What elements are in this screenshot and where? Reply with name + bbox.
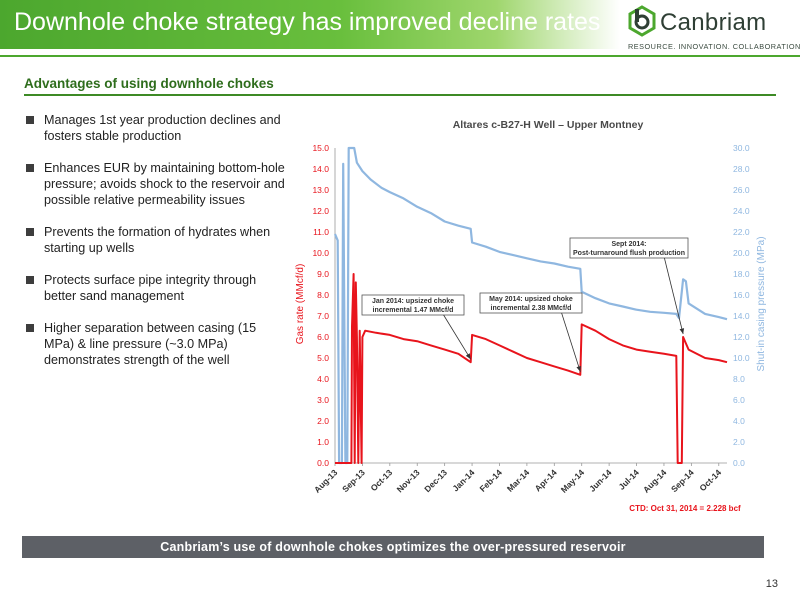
annotation-arrow [561, 312, 581, 372]
y-left-tick-label: 3.0 [317, 395, 329, 405]
y-left-tick-label: 10.0 [312, 248, 329, 258]
gas-rate-series-line [335, 273, 728, 464]
x-tick-label: Nov-13 [395, 467, 422, 494]
header-divider [0, 55, 800, 57]
logo: Canbriam RESOURCE. INNOVATION. COLLABORA… [626, 5, 800, 55]
logo-tagline: RESOURCE. INNOVATION. COLLABORATION. [628, 42, 800, 51]
annotation-text: Jan 2014: upsized choke incremental 1.47 … [372, 298, 454, 314]
y-right-tick-label: 22.0 [733, 227, 750, 237]
x-tick-label: Jun-14 [587, 467, 614, 494]
y-right-tick-label: 2.0 [733, 437, 745, 447]
bullet-square-icon [26, 324, 34, 332]
y-left-tick-label: 6.0 [317, 332, 329, 342]
section-divider [24, 94, 776, 96]
y-right-tick-label: 12.0 [733, 332, 750, 342]
casing-pressure-series-line [333, 146, 728, 465]
summary-banner: Canbriam’s use of downhole chokes optimi… [22, 536, 764, 558]
y-axis-right-label: Shut-in casing pressure (MPa) [756, 236, 767, 371]
canbriam-logo-icon [628, 5, 656, 37]
x-tick-label: Jan-14 [450, 467, 476, 493]
y-right-tick-label: 6.0 [733, 395, 745, 405]
annotation-arrowhead-icon [576, 365, 581, 372]
y-right-tick-label: 18.0 [733, 269, 750, 279]
y-left-tick-label: 7.0 [317, 311, 329, 321]
bullet-text: Manages 1st year production declines and… [44, 113, 281, 143]
y-left-tick-label: 14.0 [312, 164, 329, 174]
y-right-tick-label: 4.0 [733, 416, 745, 426]
y-right-tick-label: 0.0 [733, 458, 745, 468]
bullet-text: Prevents the formation of hydrates when … [44, 225, 271, 255]
annotation-arrowhead-icon [679, 328, 685, 334]
annotation-text: May 2014: upsized choke incremental 2.38 … [489, 296, 573, 312]
bullet-list: Manages 1st year production declines and… [24, 112, 286, 384]
x-tick-label: Jul-14 [617, 467, 642, 492]
y-left-tick-label: 0.0 [317, 458, 329, 468]
bullet-text: Higher separation between casing (15 MPa… [44, 321, 257, 367]
bullet-item: Protects surface pipe integrity through … [24, 272, 286, 304]
y-left-tick-label: 1.0 [317, 437, 329, 447]
x-tick-label: Oct-14 [697, 467, 723, 493]
bullet-square-icon [26, 164, 34, 172]
x-tick-label: Feb-14 [477, 467, 504, 494]
y-right-tick-label: 24.0 [733, 206, 750, 216]
y-right-tick-label: 8.0 [733, 374, 745, 384]
x-tick-label: Sep-14 [669, 467, 696, 494]
annotation-arrow [443, 314, 472, 360]
x-tick-label: Dec-13 [422, 467, 449, 494]
y-right-tick-label: 28.0 [733, 164, 750, 174]
section-title: Advantages of using downhole chokes [24, 76, 274, 91]
annotation-box [361, 294, 465, 316]
bullet-square-icon [26, 116, 34, 124]
y-left-tick-label: 15.0 [312, 143, 329, 153]
y-left-tick-label: 11.0 [313, 227, 329, 237]
y-right-tick-label: 20.0 [733, 248, 750, 258]
production-chart: Altares c-B27-H Well – Upper Montney Gas… [295, 119, 767, 513]
y-left-tick-label: 4.0 [317, 374, 329, 384]
x-tick-label: Sep-13 [340, 467, 367, 494]
y-left-tick-label: 9.0 [317, 269, 329, 279]
y-left-tick-label: 2.0 [317, 416, 329, 426]
chart-title: Altares c-B27-H Well – Upper Montney [453, 119, 644, 131]
bullet-item: Enhances EUR by maintaining bottom-hole … [24, 160, 286, 208]
x-tick-label: Apr-14 [533, 467, 559, 493]
y-right-tick-label: 14.0 [733, 311, 750, 321]
bullet-item: Manages 1st year production declines and… [24, 112, 286, 144]
annotation-box [479, 292, 583, 314]
bullet-square-icon [26, 276, 34, 284]
y-left-tick-label: 8.0 [317, 290, 329, 300]
x-tick-label: Oct-13 [368, 467, 394, 493]
x-tick-label: Aug-13 [312, 467, 340, 495]
title-background [0, 0, 620, 49]
bullet-item: Higher separation between casing (15 MPa… [24, 320, 286, 368]
annotation-text: Sept 2014: Post-turnaround flush producti… [573, 241, 685, 257]
annotation-box [569, 237, 689, 259]
x-tick-label: Mar-14 [505, 467, 532, 494]
y-right-tick-label: 26.0 [733, 185, 750, 195]
bullet-square-icon [26, 228, 34, 236]
y-left-tick-label: 12.0 [312, 206, 329, 216]
page-number: 13 [765, 578, 778, 590]
annotation-arrowhead-icon [465, 353, 471, 360]
y-right-tick-label: 16.0 [733, 290, 750, 300]
bullet-text: Enhances EUR by maintaining bottom-hole … [44, 161, 285, 207]
y-axis-left-label: Gas rate (MMcf/d) [295, 264, 306, 345]
header-bar: Downhole choke strategy has improved dec… [0, 0, 800, 55]
y-right-tick-label: 30.0 [733, 143, 750, 153]
y-left-tick-label: 13.0 [312, 185, 329, 195]
annotation-arrow [664, 257, 684, 335]
logo-name: Canbriam [660, 9, 767, 36]
chart-footnote: CTD: Oct 31, 2014 = 2.228 bcf [629, 504, 741, 513]
y-left-tick-label: 5.0 [317, 353, 329, 363]
y-right-tick-label: 10.0 [733, 353, 750, 363]
page-title: Downhole choke strategy has improved dec… [14, 8, 601, 36]
x-tick-label: Aug-14 [641, 467, 669, 495]
x-tick-label: May-14 [559, 467, 587, 495]
bullet-text: Protects surface pipe integrity through … [44, 273, 257, 303]
bullet-item: Prevents the formation of hydrates when … [24, 224, 286, 256]
